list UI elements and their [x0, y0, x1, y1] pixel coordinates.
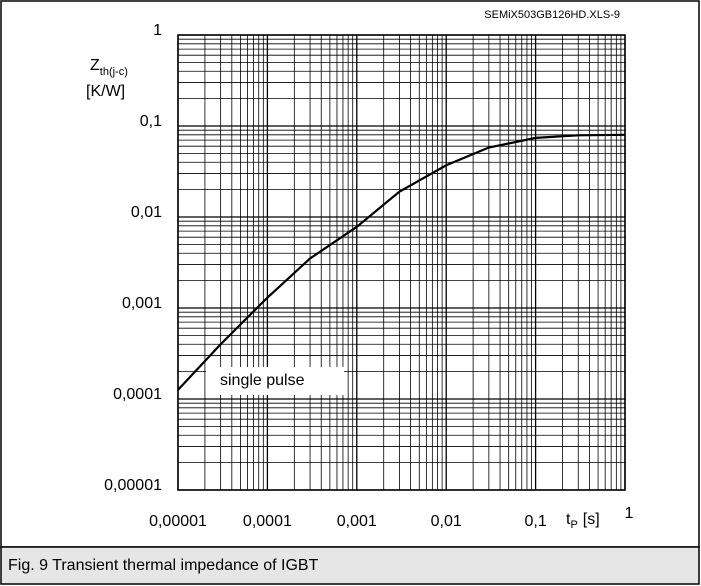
y-label-main: Z — [90, 57, 100, 74]
x-label-sub: P — [570, 519, 577, 531]
y-tick-label: 1 — [153, 22, 162, 39]
series-line — [177, 133, 626, 391]
annotation-bg — [206, 367, 344, 395]
y-tick-label: 0,001 — [122, 295, 162, 312]
x-label-suffix: [s] — [583, 511, 600, 528]
y-label-sub: th(j-c) — [100, 66, 128, 78]
x-tick-label: 0,00001 — [149, 513, 207, 530]
y-tick-label: 0,1 — [140, 113, 162, 130]
x-tick-label: 0,001 — [337, 513, 377, 530]
annotation: single pulse — [220, 372, 305, 389]
y-tick-label: 0,01 — [131, 204, 162, 221]
caption-band — [0, 546, 700, 585]
y-label: Zth(j-c) — [90, 57, 128, 78]
x-tick-label: 0,0001 — [243, 513, 292, 530]
caption: Fig. 9 Transient thermal impedance of IG… — [8, 557, 319, 574]
y-unit: [K/W] — [86, 83, 125, 100]
plot-border — [177, 34, 626, 491]
x-tick-label: 0,01 — [431, 513, 462, 530]
frame — [0, 0, 700, 548]
y-tick-label: 0,00001 — [104, 477, 162, 494]
x-label: tP [s] — [566, 511, 600, 531]
x-tick-label: 1 — [625, 505, 634, 522]
y-tick-label: 0,0001 — [113, 386, 162, 403]
x-label-main: t — [566, 511, 571, 528]
x-tick-label: 0,1 — [524, 513, 546, 530]
file-id: SEMiX503GB126HD.XLS-9 — [484, 9, 620, 21]
